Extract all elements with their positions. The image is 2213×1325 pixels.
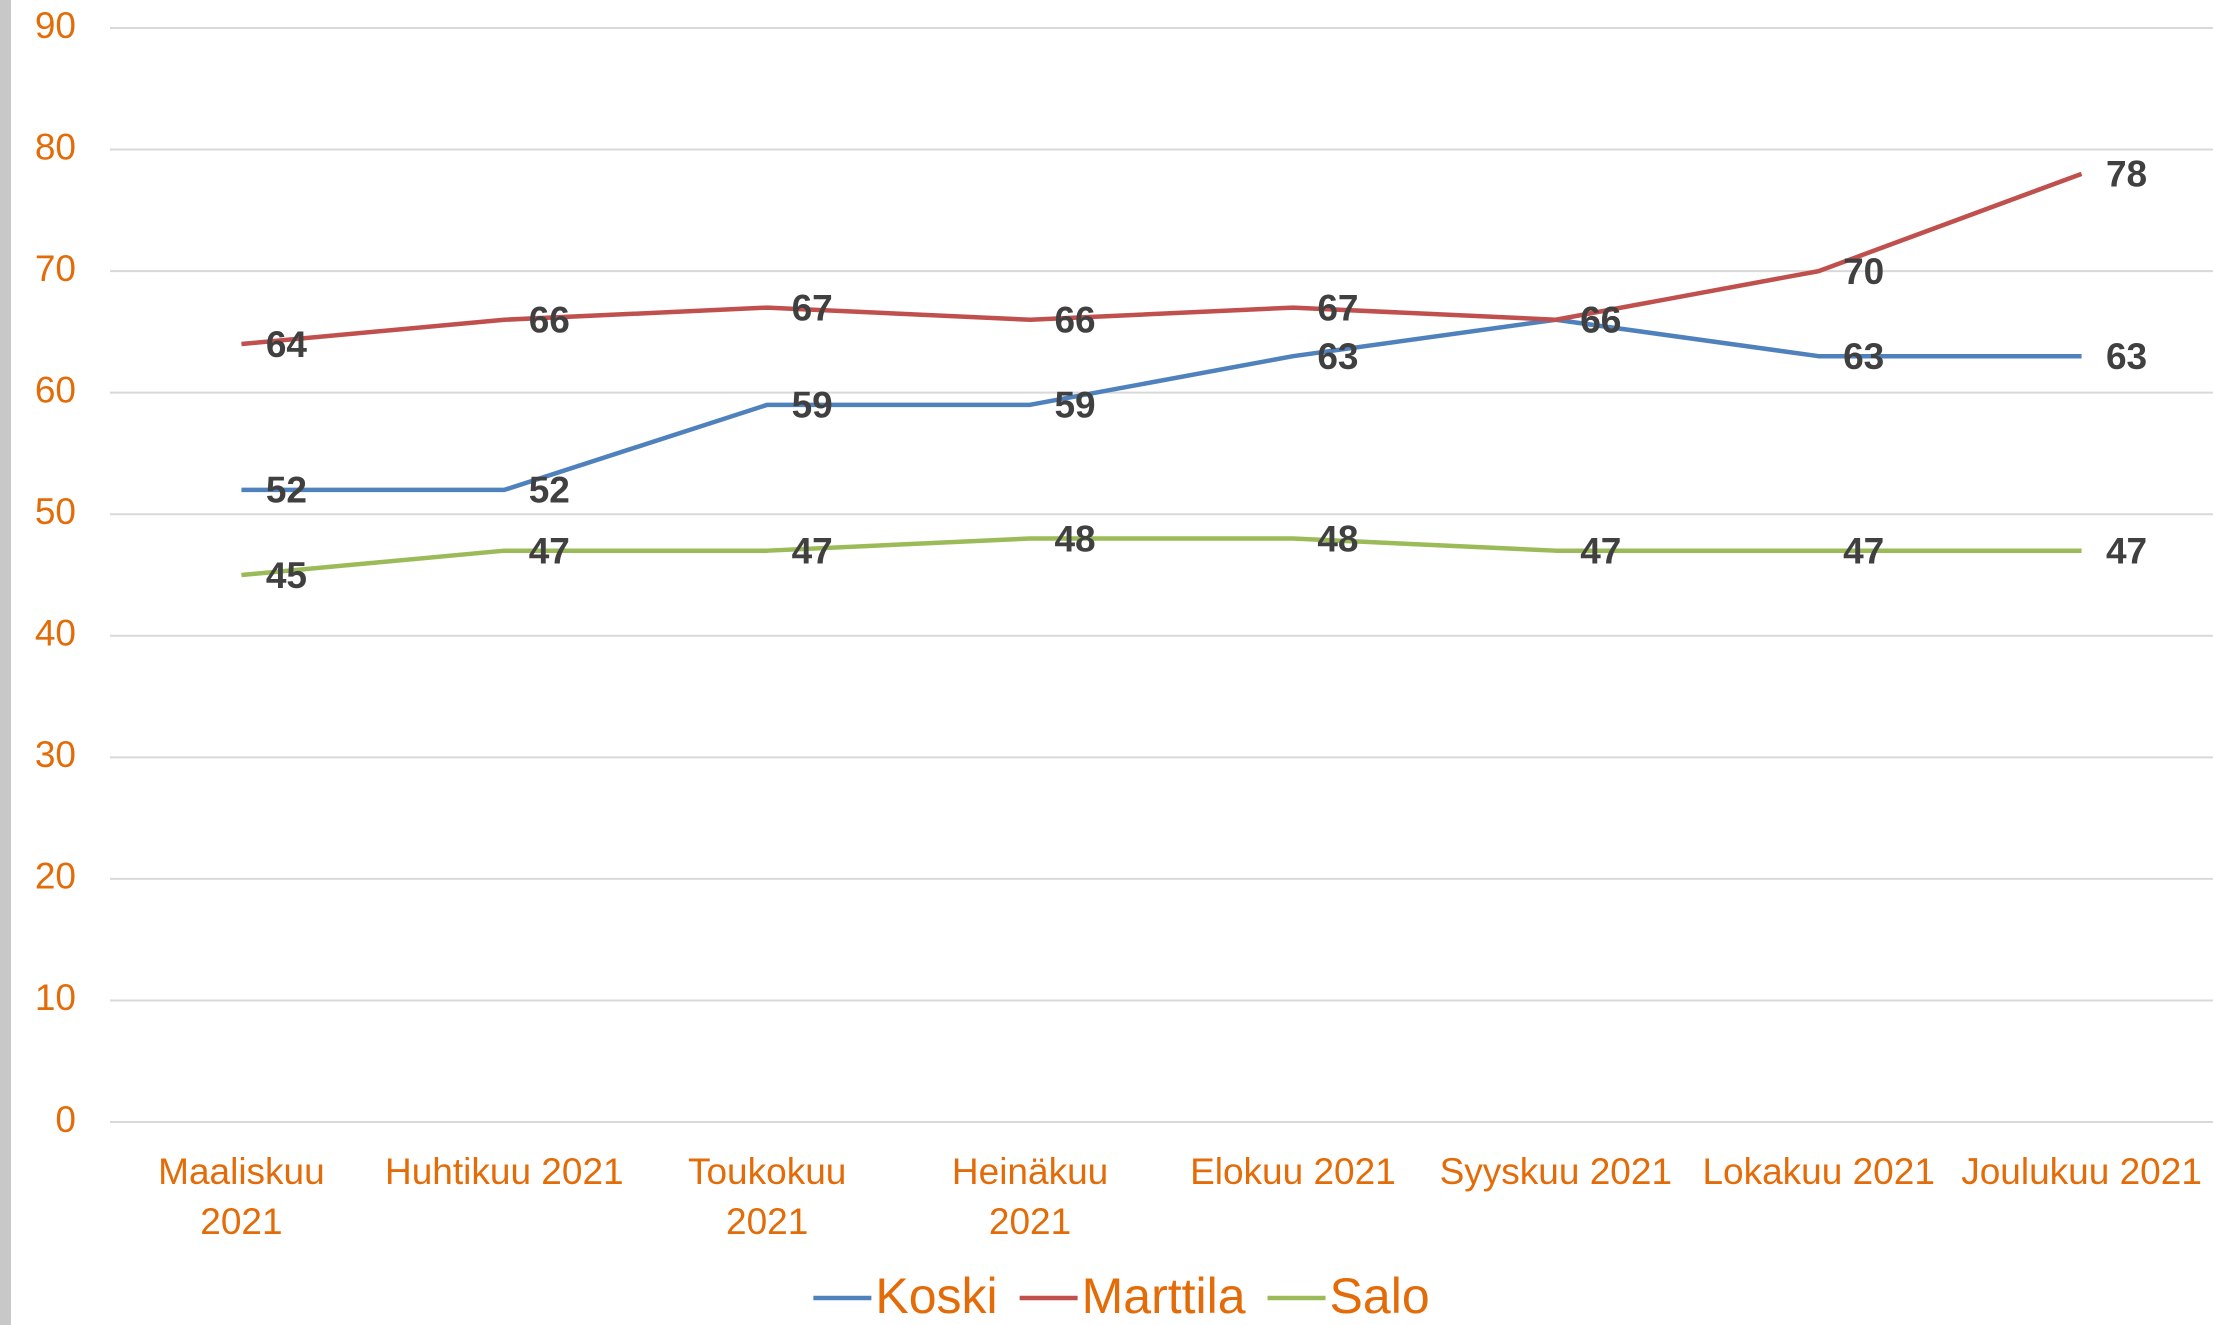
x-tick-label: Heinäkuu 2021 xyxy=(952,1151,1108,1242)
y-tick-label: 10 xyxy=(35,977,76,1018)
data-label: 59 xyxy=(1054,385,1095,426)
y-tick-label: 60 xyxy=(35,369,76,410)
x-tick-label-line: Heinäkuu xyxy=(952,1151,1108,1192)
data-label: 48 xyxy=(1054,518,1095,559)
data-label: 78 xyxy=(2106,154,2147,195)
y-tick-label: 50 xyxy=(35,491,76,532)
x-tick-label: Elokuu 2021 xyxy=(1190,1151,1396,1192)
data-label: 70 xyxy=(1843,251,1884,292)
legend: Koski Marttila Salo xyxy=(813,1268,1430,1324)
series-line xyxy=(241,317,2082,493)
x-tick-label: Lokakuu 2021 xyxy=(1702,1151,1934,1192)
series-line xyxy=(241,536,2082,578)
data-label: 66 xyxy=(1580,300,1621,341)
data-label: 47 xyxy=(792,530,833,571)
data-label: 45 xyxy=(266,555,307,596)
data-label: 66 xyxy=(529,300,570,341)
legend-label: Salo xyxy=(1330,1268,1430,1324)
data-label: 47 xyxy=(2106,530,2147,571)
x-tick-label-line: Maaliskuu xyxy=(158,1151,325,1192)
data-label: 47 xyxy=(1843,530,1884,571)
data-label: 63 xyxy=(1843,336,1884,377)
x-tick-label: Joulukuu 2021 xyxy=(1961,1151,2202,1192)
y-tick-label: 30 xyxy=(35,734,76,775)
x-tick-label: Maaliskuu 2021 xyxy=(158,1151,325,1242)
y-tick-label: 70 xyxy=(35,248,76,289)
data-label: 63 xyxy=(2106,336,2147,377)
y-tick-label: 20 xyxy=(35,856,76,897)
legend-label: Marttila xyxy=(1082,1268,1246,1324)
y-tick-label: 80 xyxy=(35,126,76,167)
data-label: 47 xyxy=(1580,530,1621,571)
x-tick-label-line: Toukokuu xyxy=(688,1151,846,1192)
data-label: 67 xyxy=(1317,287,1358,328)
data-label: 64 xyxy=(266,324,308,365)
x-tick-label: Toukokuu 2021 xyxy=(688,1151,846,1242)
data-label: 59 xyxy=(792,385,833,426)
legend-label: Koski xyxy=(875,1268,997,1324)
x-tick-label-line: 2021 xyxy=(989,1201,1071,1242)
data-label: 67 xyxy=(792,287,833,328)
left-edge-bar xyxy=(0,0,11,1325)
data-label: 66 xyxy=(1580,300,1621,341)
x-tick-label: Syyskuu 2021 xyxy=(1440,1151,1672,1192)
data-label: 48 xyxy=(1317,518,1358,559)
series-line xyxy=(241,171,2083,347)
x-tick-label-line: 2021 xyxy=(200,1201,282,1242)
data-label: 52 xyxy=(529,470,570,511)
y-tick-label: 90 xyxy=(35,5,76,46)
y-tick-label: 0 xyxy=(55,1099,76,1140)
x-tick-label-line: 2021 xyxy=(726,1201,808,1242)
data-label: 47 xyxy=(529,530,570,571)
data-label: 52 xyxy=(266,470,307,511)
data-label: 66 xyxy=(1054,300,1095,341)
y-tick-label: 40 xyxy=(35,613,76,654)
x-tick-label: Huhtikuu 2021 xyxy=(385,1151,624,1192)
data-label: 63 xyxy=(1317,336,1358,377)
